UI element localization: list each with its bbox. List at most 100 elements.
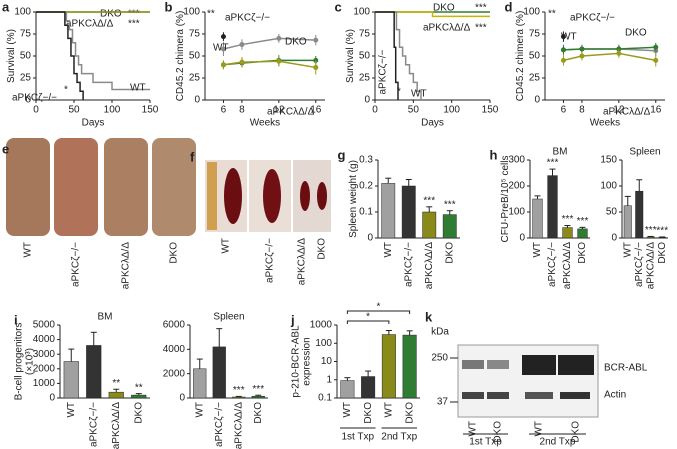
annotation: ** [548,9,556,20]
band [487,360,509,369]
y-tick-label: 2000 [33,363,56,374]
photo-label: aPKCζ−/− [71,242,82,287]
series-label: aPKCλΔ/Δ [66,19,114,30]
bar [623,205,632,239]
marker-label: 37 [437,397,449,408]
x-tick-label: WT [66,402,77,418]
marker [313,37,319,43]
x-tick-label: aPKCλΔ/Δ [645,242,656,290]
y-tick-label: 100 [600,181,617,192]
x-tick-label: aPKCλΔ/Δ [111,402,122,449]
x-tick-label: aPKCζ−/− [547,242,558,287]
x-tick-label: 6 [221,105,227,116]
photo-label: DKO [317,238,328,260]
series-label: DKO [285,37,307,48]
x-tick-label: WT [383,242,394,258]
marker [560,34,566,40]
x-tick-label: DKO [444,242,455,264]
y-tick-label: 0 [519,233,525,244]
x-tick-label: DKO [363,402,374,424]
y-tick-label: 25 [189,73,201,84]
bar [381,183,396,239]
y-axis-label: p-210-BCR-ABL [291,325,302,398]
significance: *** [547,158,559,169]
comparison-label: * [366,312,370,323]
x-tick-label: 12 [613,105,625,116]
annotation: * [64,85,68,96]
significance: ** [112,378,120,389]
marker [220,34,226,40]
group-label: 1st Txp [341,432,374,443]
lane-label: DKO [571,421,582,443]
series-label: DKO [625,28,647,39]
x-tick-label: WT [342,402,353,418]
bar [577,228,588,239]
x-tick-label: aPKCλΔ/Δ [233,402,244,449]
lane-label: WT [468,421,479,437]
y-tick-label: 10 [321,356,333,367]
spleen [263,169,281,223]
bar [193,368,207,399]
x-tick-label: WT [194,402,205,418]
marker [220,62,226,68]
y-tick-label: 0 [49,393,55,404]
series-label: DKO [433,3,455,14]
y-tick-label: 25 [20,73,32,84]
mouse-photos [6,138,196,236]
series-label: aPKCζ−/− [570,13,615,24]
y-axis-label: (×10³) [25,348,36,375]
group-label: 2nd Txp [381,432,417,443]
series-line [375,11,490,18]
comparison-bracket [346,310,411,314]
band [462,392,484,399]
marker [239,59,245,65]
x-axis-label: Weeks [250,118,280,129]
series-line [563,46,656,51]
y-tick-label: 1000 [310,320,333,331]
photo-label: DKO [169,242,180,264]
x-tick-label: 50 [408,105,420,116]
y-tick-label: 100 [353,7,370,18]
band-label: BCR-ABL [604,363,648,374]
y-tick-label: 75 [529,29,541,40]
x-tick-label: 150 [142,105,159,116]
significance: *** [562,214,574,225]
x-tick-label: 12 [273,105,285,116]
x-tick-label: 6 [561,105,567,116]
y-axis-label: Survival (%) [6,29,17,83]
series-label: WT [411,89,427,100]
x-tick-label: 100 [104,105,121,116]
group-label: 2nd Txp [540,437,576,448]
y-tick-label: 200 [508,181,525,192]
x-axis-label: Days [421,118,444,129]
series-label: aPKCλΔ/Δ [423,23,471,34]
significance: *** [475,23,487,34]
panel-label: i [14,312,18,327]
comparison-bracket [346,320,390,324]
x-tick-label: 0 [33,105,39,116]
y-tick-label: 0 [364,95,370,106]
y-tick-label: 75 [359,29,371,40]
y-tick-label: 0.1 [318,393,332,404]
y-tick-label: 1000 [33,378,56,389]
y-tick-label: 1 [326,374,332,385]
marker [653,57,659,63]
bar [532,198,543,239]
lane-label: DKO [493,421,504,443]
panel-title: Spleen [213,312,244,323]
panel-label: f [190,149,195,164]
series-label: aPKCλΔ/Δ [267,107,315,118]
marker [560,47,566,53]
bar [658,237,667,239]
y-tick-label: 100 [508,207,525,218]
photo [6,138,50,236]
y-tick-label: 75 [189,29,201,40]
bar [131,394,147,399]
significance: *** [577,216,589,227]
significance: ** [135,382,143,393]
series-line [223,37,316,50]
y-tick-label: 50 [606,207,618,218]
series-label: WT [213,43,229,54]
y-tick-label: 100 [315,338,332,349]
